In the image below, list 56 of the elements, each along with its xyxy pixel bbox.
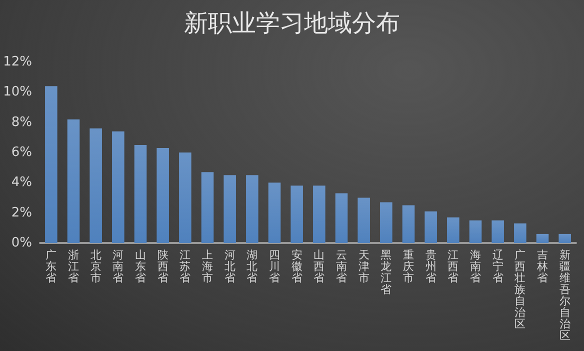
bar: [112, 131, 124, 243]
x-tick-label: 贵州省: [425, 248, 436, 284]
x-tick-label: 四川省: [269, 248, 280, 284]
x-tick-label: 江苏省: [180, 248, 191, 284]
x-tick-label: 浙江省: [68, 248, 79, 284]
x-tick-label: 新疆维吾尔自治区: [559, 248, 570, 342]
x-tick-label: 上海市: [202, 248, 213, 284]
bar: [313, 186, 326, 243]
x-tick-label: 云南省: [336, 248, 347, 284]
y-tick-label: 2%: [11, 205, 32, 220]
x-tick-label: 辽宁省: [492, 248, 504, 284]
bar: [536, 234, 549, 243]
bar: [156, 148, 169, 243]
y-tick-label: 4%: [11, 175, 32, 190]
bar: [268, 182, 281, 243]
bar: [358, 198, 370, 243]
bar: [67, 119, 80, 243]
x-tick-label: 河北省: [224, 248, 236, 284]
bar: [469, 220, 482, 243]
y-tick-label: 8%: [11, 114, 32, 130]
bar: [45, 86, 58, 243]
bar: [201, 172, 214, 243]
bar: [402, 205, 415, 243]
y-tick-label: 10%: [3, 84, 32, 100]
bar: [514, 223, 526, 243]
bar: [134, 144, 147, 243]
bar: [380, 202, 392, 243]
x-tick-label: 广西壮族自治区: [514, 248, 526, 330]
bar: [335, 193, 348, 243]
y-tick-label: 0%: [11, 236, 32, 250]
x-tick-label: 海南省: [470, 248, 481, 284]
x-tick-label: 吉林省: [536, 248, 548, 284]
bar: [447, 217, 460, 243]
bar: [558, 234, 571, 243]
bar: [179, 152, 192, 243]
y-tick-label: 6%: [11, 145, 32, 160]
bar: [90, 128, 102, 243]
x-tick-label: 北京市: [90, 248, 102, 284]
x-tick-label: 山西省: [314, 248, 325, 284]
x-tick-label: 重庆市: [403, 248, 414, 284]
y-tick-label: 12%: [3, 54, 32, 70]
x-tick-label: 陕西省: [157, 248, 168, 284]
x-tick-label: 山东省: [135, 248, 146, 284]
bar: [424, 211, 437, 243]
x-tick-label: 广东省: [46, 248, 57, 284]
bar: [224, 175, 236, 243]
x-tick-label: 安徽省: [291, 248, 302, 284]
x-tick-label: 河南省: [112, 248, 124, 284]
x-tick-label: 天津市: [358, 248, 370, 284]
x-tick-label: 湖北省: [246, 248, 258, 284]
bar: [492, 220, 504, 243]
x-tick-label: 黑龙江省: [380, 248, 392, 296]
chart-title: 新职业学习地域分布: [184, 9, 400, 37]
bar: [290, 186, 303, 243]
bar: [246, 175, 258, 243]
x-tick-label: 江西省: [448, 248, 459, 284]
